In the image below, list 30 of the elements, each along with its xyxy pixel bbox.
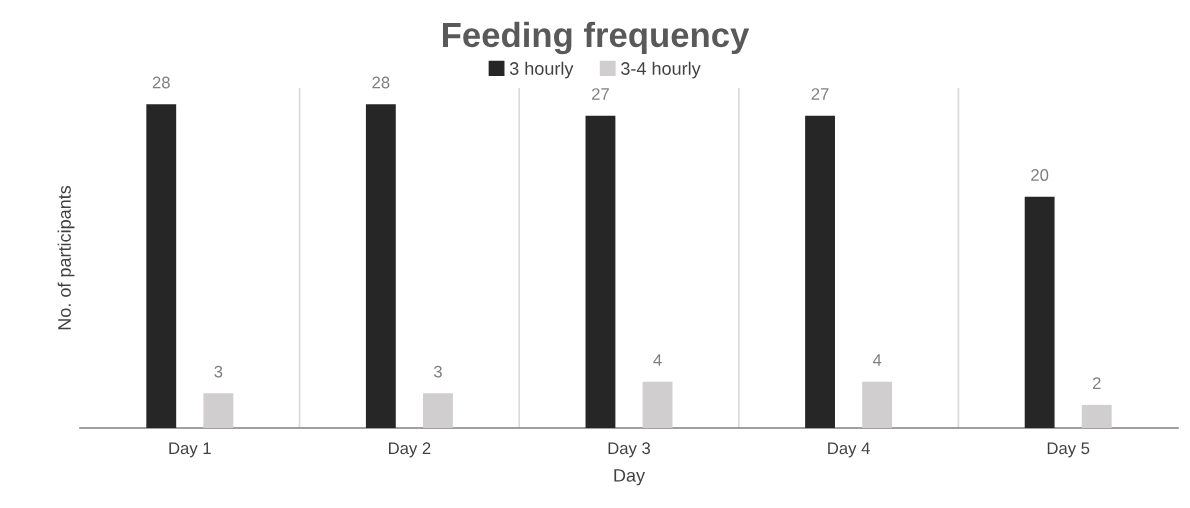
x-tick-label: Day 5 — [1047, 442, 1090, 458]
chart-title: Feeding frequency — [442, 21, 750, 55]
x-tick-label: Day 4 — [828, 442, 870, 458]
data-label: 28 — [372, 76, 390, 89]
data-label: 4 — [653, 354, 662, 366]
bar — [642, 381, 673, 428]
data-label: 4 — [872, 354, 882, 366]
bar — [1081, 404, 1112, 428]
bar — [365, 104, 396, 428]
bar — [862, 381, 893, 428]
data-label: 20 — [1031, 169, 1049, 181]
bar — [585, 115, 616, 428]
bar — [146, 104, 177, 428]
data-label: 3 — [214, 365, 223, 378]
x-tick-label: Day 1 — [169, 442, 211, 458]
legend-label: 3 hourly — [509, 61, 574, 79]
data-label: 27 — [592, 88, 609, 100]
data-label: 28 — [152, 76, 170, 89]
data-label: 27 — [811, 88, 829, 100]
bar — [805, 115, 835, 428]
bar — [423, 393, 453, 428]
x-tick-label: Day 2 — [389, 442, 431, 458]
y-axis-title: No. of participants — [57, 185, 75, 330]
bar — [1024, 196, 1055, 428]
legend-label: 3-4 hourly — [621, 61, 701, 79]
bar — [203, 393, 234, 428]
x-tick-label: Day 3 — [608, 442, 651, 458]
data-label: 3 — [433, 365, 442, 378]
x-axis-title: Day — [614, 469, 646, 486]
data-label: 2 — [1092, 377, 1101, 389]
